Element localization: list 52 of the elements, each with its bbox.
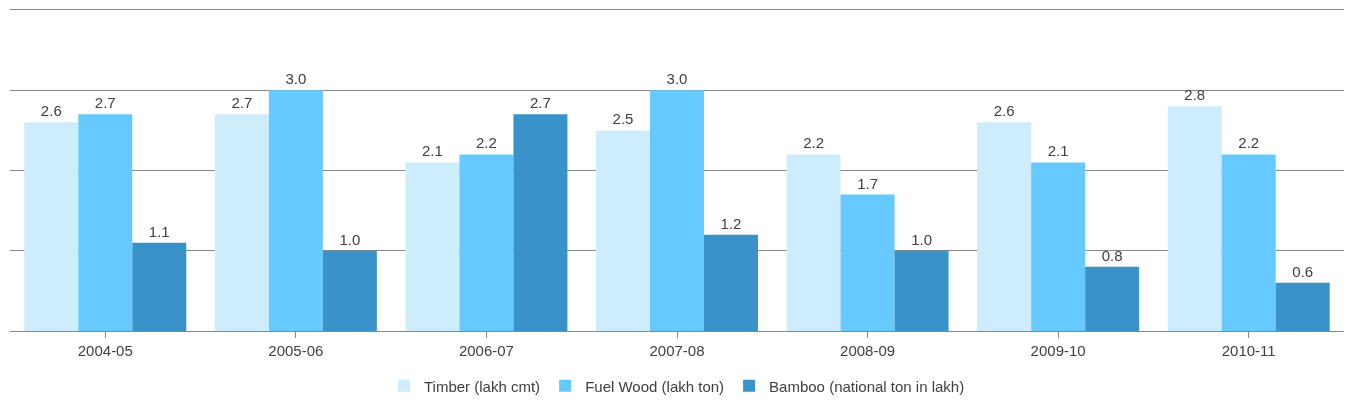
data-label: 1.0 [339, 230, 361, 248]
data-label: 1.0 [911, 230, 932, 248]
data-label: 1.7 [857, 174, 878, 192]
x-tick-label: 2010-11 [1221, 342, 1276, 359]
data-label: 2.6 [40, 102, 62, 120]
data-label: 2.2 [1238, 134, 1260, 152]
x-tick-label: 2009-10 [1030, 342, 1086, 359]
bar [405, 162, 460, 331]
bar [513, 114, 568, 331]
data-label: 2.1 [422, 142, 443, 160]
bar [840, 194, 895, 331]
legend-label: Bamboo (national ton in lakh) [769, 377, 965, 395]
data-label: 2.5 [612, 110, 634, 128]
data-label: 2.1 [1047, 142, 1069, 160]
legend-label: Fuel Wood (lakh ton) [585, 377, 725, 395]
bar [1031, 162, 1086, 331]
bar [459, 154, 514, 331]
bar [132, 242, 187, 331]
bar [24, 122, 79, 331]
data-label: 2.2 [476, 134, 497, 152]
data-label: 0.6 [1292, 262, 1314, 280]
x-tick-label: 2007-08 [649, 342, 705, 359]
data-label: 2.6 [993, 102, 1015, 120]
data-label: 3.0 [285, 70, 307, 88]
data-label: 1.1 [148, 222, 170, 240]
bar [704, 234, 758, 331]
bar [268, 90, 323, 331]
bar [1221, 154, 1276, 331]
bar [78, 114, 133, 331]
bar [596, 130, 650, 331]
data-label: 0.8 [1101, 246, 1123, 264]
x-tick-label: 2004-05 [77, 342, 133, 359]
bar [650, 90, 704, 331]
bar [786, 154, 841, 331]
bar [977, 122, 1032, 331]
bar [894, 250, 949, 331]
x-tick-label: 2008-09 [840, 342, 896, 359]
bar [322, 250, 377, 331]
bar [214, 114, 269, 331]
data-label: 2.7 [530, 94, 551, 112]
bar [1275, 282, 1330, 331]
bar [1085, 266, 1140, 331]
data-label: 2.2 [803, 134, 824, 152]
x-tick-label: 2005-06 [268, 342, 324, 359]
data-label: 2.8 [1184, 86, 1206, 104]
legend-label: Timber (lakh cmt) [424, 377, 541, 395]
data-label: 3.0 [666, 70, 688, 88]
data-label: 1.2 [720, 214, 742, 232]
bar [1167, 106, 1222, 331]
data-label: 2.7 [231, 94, 253, 112]
data-label: 2.7 [94, 94, 116, 112]
x-tick-label: 2006-07 [458, 342, 514, 359]
